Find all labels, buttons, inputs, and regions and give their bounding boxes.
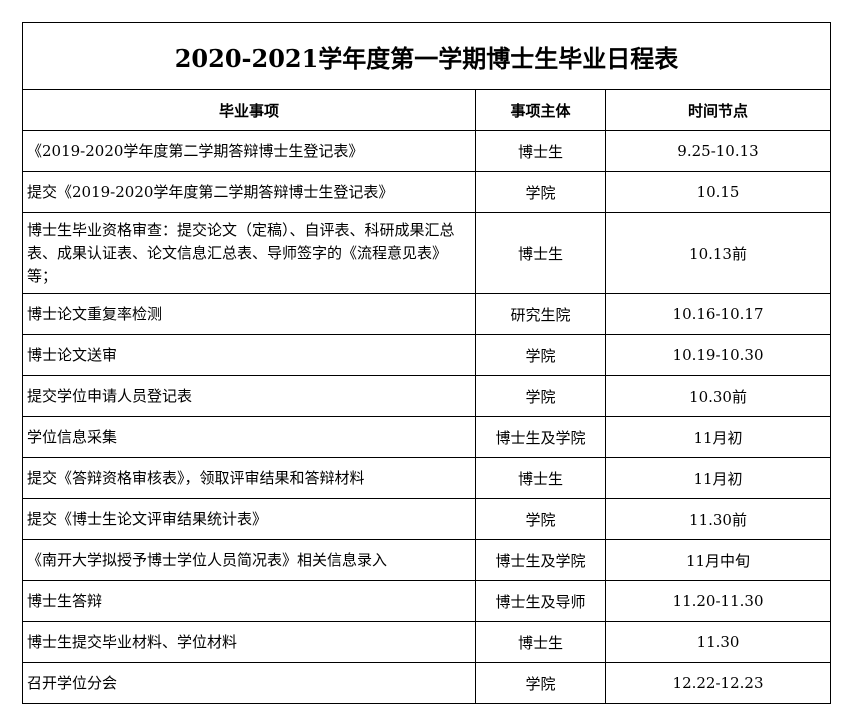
cell-subject: 博士生 <box>475 457 606 499</box>
cell-subject: 博士生 <box>475 130 606 172</box>
cell-subject: 学院 <box>475 375 606 417</box>
table-row: 博士生毕业资格审查：提交论文（定稿）、自评表、科研成果汇总表、成果认证表、论文信… <box>22 212 832 294</box>
cell-item: 博士生答辩 <box>22 580 476 622</box>
table-row: 博士论文送审 学院 10.19-10.30 <box>22 334 832 376</box>
table-row: 博士生答辩 博士生及导师 11.20-11.30 <box>22 580 832 622</box>
cell-subject: 学院 <box>475 498 606 540</box>
cell-subject: 学院 <box>475 334 606 376</box>
cell-subject: 学院 <box>475 662 606 704</box>
cell-time: 11月中旬 <box>604 539 832 581</box>
cell-item: 提交《答辩资格审核表》，领取评审结果和答辩材料 <box>22 457 476 499</box>
cell-item: 博士生毕业资格审查：提交论文（定稿）、自评表、科研成果汇总表、成果认证表、论文信… <box>22 212 476 294</box>
cell-time: 10.15 <box>604 171 832 213</box>
schedule-table: 2020-2021学年度第一学期博士生毕业日程表 毕业事项 事项主体 时间节点 … <box>21 22 832 704</box>
cell-item: 学位信息采集 <box>22 416 476 458</box>
cell-item: 《2019-2020学年度第二学期答辩博士生登记表》 <box>22 130 476 172</box>
cell-time: 10.13前 <box>604 212 832 294</box>
cell-item: 博士论文重复率检测 <box>22 293 476 335</box>
table-row: 学位信息采集 博士生及学院 11月初 <box>22 416 832 458</box>
table-row: 提交学位申请人员登记表 学院 10.30前 <box>22 375 832 417</box>
cell-subject: 研究生院 <box>475 293 606 335</box>
cell-subject: 博士生 <box>475 212 606 294</box>
cell-subject: 博士生 <box>475 621 606 663</box>
cell-time: 10.30前 <box>604 375 832 417</box>
cell-item: 博士论文送审 <box>22 334 476 376</box>
table-row: 提交《博士生论文评审结果统计表》 学院 11.30前 <box>22 498 832 540</box>
cell-time: 11月初 <box>604 457 832 499</box>
cell-time: 11.30 <box>604 621 832 663</box>
cell-item: 提交《博士生论文评审结果统计表》 <box>22 498 476 540</box>
cell-item: 召开学位分会 <box>22 662 476 704</box>
cell-subject: 博士生及导师 <box>475 580 606 622</box>
table-title: 2020-2021学年度第一学期博士生毕业日程表 <box>21 22 832 90</box>
cell-item: 提交学位申请人员登记表 <box>22 375 476 417</box>
cell-time: 11.20-11.30 <box>604 580 832 622</box>
cell-subject: 博士生及学院 <box>475 539 606 581</box>
cell-time: 9.25-10.13 <box>604 130 832 172</box>
header-time: 时间节点 <box>604 89 832 131</box>
cell-item: 提交《2019-2020学年度第二学期答辩博士生登记表》 <box>22 171 476 213</box>
cell-time: 10.16-10.17 <box>604 293 832 335</box>
table-row: 博士论文重复率检测 研究生院 10.16-10.17 <box>22 293 832 335</box>
table-row: 提交《2019-2020学年度第二学期答辩博士生登记表》 学院 10.15 <box>22 171 832 213</box>
cell-time: 11月初 <box>604 416 832 458</box>
header-subject: 事项主体 <box>475 89 606 131</box>
cell-time: 10.19-10.30 <box>604 334 832 376</box>
header-item: 毕业事项 <box>22 89 476 131</box>
table-row: 提交《答辩资格审核表》，领取评审结果和答辩材料 博士生 11月初 <box>22 457 832 499</box>
header-row: 毕业事项 事项主体 时间节点 <box>22 89 832 131</box>
cell-item: 《南开大学拟授予博士学位人员简况表》相关信息录入 <box>22 539 476 581</box>
table-row: 召开学位分会 学院 12.22-12.23 <box>22 662 832 704</box>
table-row: 《南开大学拟授予博士学位人员简况表》相关信息录入 博士生及学院 11月中旬 <box>22 539 832 581</box>
table-row: 《2019-2020学年度第二学期答辩博士生登记表》 博士生 9.25-10.13 <box>22 130 832 172</box>
cell-time: 11.30前 <box>604 498 832 540</box>
cell-time: 12.22-12.23 <box>604 662 832 704</box>
cell-subject: 学院 <box>475 171 606 213</box>
cell-item: 博士生提交毕业材料、学位材料 <box>22 621 476 663</box>
table-row: 博士生提交毕业材料、学位材料 博士生 11.30 <box>22 621 832 663</box>
cell-subject: 博士生及学院 <box>475 416 606 458</box>
